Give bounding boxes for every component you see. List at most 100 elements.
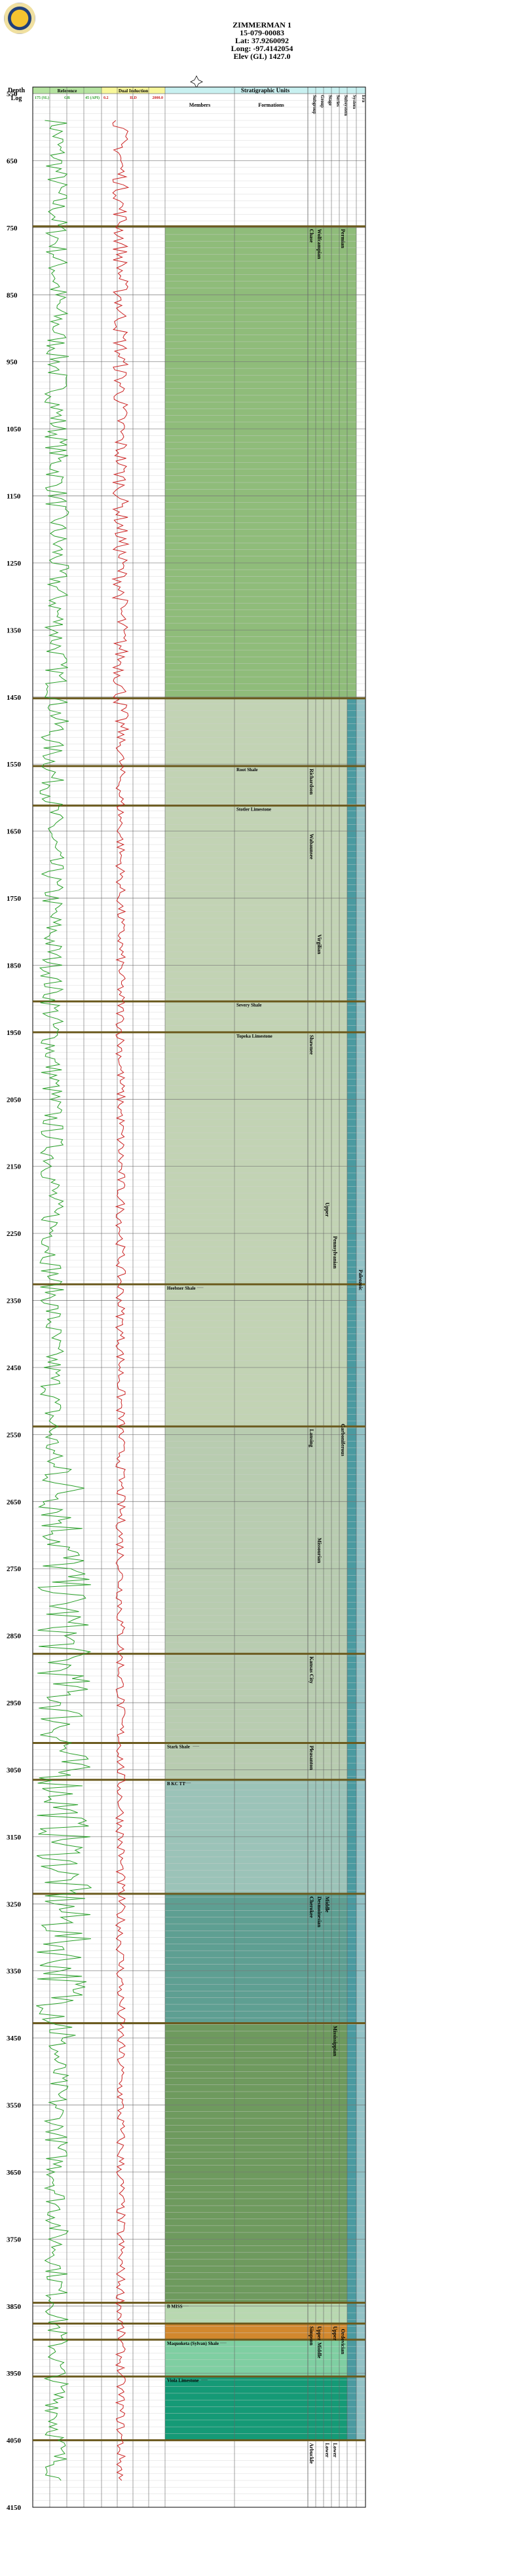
- rank-header-series: Series: [335, 95, 341, 107]
- member-label: Topeka Limestone: [236, 1034, 272, 1039]
- reference-header-bg: [33, 87, 102, 94]
- depth-label: 1050: [7, 426, 22, 433]
- gr-scale-right: 45 (API): [85, 96, 100, 100]
- depth-label: 3850: [7, 2303, 22, 2311]
- subgroup-label: Kansas City: [309, 1656, 314, 1684]
- depth-column-title: Depth: [8, 87, 26, 94]
- subgroup-label: Wabaunsee: [309, 834, 314, 860]
- member-label: Severy Shale: [236, 1003, 261, 1008]
- depth-label: 1650: [7, 828, 22, 836]
- formations-title: Formations: [258, 102, 284, 108]
- depth-label: 3350: [7, 1968, 22, 1976]
- depth-label: 750: [7, 225, 18, 232]
- depth-label: 1950: [7, 1029, 22, 1037]
- induction-title: Dual Induction: [119, 88, 148, 94]
- depth-label: 2950: [7, 1699, 22, 1707]
- subgroup-label: Simpson: [309, 2326, 314, 2346]
- rank-header-era: Era: [361, 95, 366, 103]
- depth-label: 2150: [7, 1163, 22, 1171]
- rank-header-subgroup: Subgroup: [312, 95, 317, 115]
- plot-border: [32, 86, 366, 2508]
- subgroup-label: Cherokee: [309, 1896, 314, 1918]
- stage-label: Upper: [324, 1203, 330, 1217]
- depth-label: 2050: [7, 1096, 22, 1104]
- group-label: Missourian: [316, 1538, 322, 1563]
- ild-scale-mid: ILD: [130, 96, 137, 100]
- depth-label: 2850: [7, 1633, 22, 1641]
- header-line: Lat: 37.9260092: [235, 36, 289, 45]
- depth-label: 3450: [7, 2035, 22, 2042]
- members-title: Members: [189, 102, 210, 108]
- depth-label: 850: [7, 291, 18, 299]
- subgroup-label: Chase: [309, 229, 314, 243]
- unit-fill-9: [165, 2376, 356, 2440]
- depth-label: 1750: [7, 895, 22, 903]
- depth-label: 2750: [7, 1565, 22, 1573]
- depth-label: 3750: [7, 2236, 22, 2243]
- subgroup-label: Shawnee: [309, 1035, 314, 1055]
- depth-label: 3150: [7, 1834, 22, 1841]
- era-fill: [356, 698, 365, 2440]
- unit-fill-4: [165, 1893, 356, 2023]
- depth-label: 4150: [7, 2504, 22, 2512]
- era-label: Paleozoic: [358, 1269, 364, 1290]
- member-label: Stotler Limestone: [236, 807, 271, 812]
- stage-label: Lower: [324, 2443, 330, 2458]
- header-line: Long: -97.4142054: [231, 44, 293, 53]
- member-label: B KC TT: [167, 1781, 185, 1787]
- rank-header-subsystem: Subsystem: [343, 95, 348, 116]
- system-label: Ordovician: [340, 2329, 346, 2354]
- depth-label: 3250: [7, 1900, 22, 1908]
- series-label: Upper: [332, 2326, 338, 2340]
- ild-scale-right: 2000.0: [153, 96, 164, 100]
- depth-label: 2450: [7, 1364, 22, 1372]
- depth-label: 3950: [7, 2370, 22, 2378]
- series-label: Pennsylvanian: [332, 1236, 338, 1269]
- depth-label: 550: [7, 90, 18, 98]
- gr-scale-left: 175 (SL): [35, 96, 49, 100]
- depth-label: 650: [7, 157, 18, 165]
- header-line: ZIMMERMAN 1: [233, 20, 291, 29]
- group-label: Desmoinesian: [316, 1896, 322, 1928]
- ild-curve: [111, 120, 130, 2481]
- depth-label: 1350: [7, 626, 22, 634]
- subgroup-label: Richardson: [309, 769, 314, 795]
- depth-label: 950: [7, 359, 18, 367]
- depth-label: 2250: [7, 1230, 22, 1238]
- reference-title: Reference: [58, 88, 77, 94]
- depth-label: 3550: [7, 2102, 22, 2110]
- unit-fill-2: [165, 1426, 356, 1780]
- member-label: Viola Limestone: [167, 2378, 199, 2383]
- series-label: Lower: [332, 2443, 338, 2458]
- group-label: Wolfcampian: [316, 229, 322, 259]
- depth-label: 1250: [7, 560, 22, 568]
- member-label: Stark Shale: [167, 1744, 190, 1749]
- log-column-title: Log: [11, 95, 22, 102]
- depth-label: 3050: [7, 1766, 22, 1774]
- depth-label: 1550: [7, 761, 22, 769]
- induction-header-bg: [102, 87, 165, 94]
- system-label: Permian: [340, 229, 346, 249]
- header-line: 15-079-00083: [240, 28, 284, 37]
- group-label: Upper: [316, 2326, 322, 2340]
- system-fill: [347, 698, 356, 2440]
- unit-fill-6: [165, 2302, 356, 2324]
- group-label: Virgilian: [316, 934, 322, 954]
- unit-fill-7: [165, 2323, 356, 2340]
- gr-curve: [36, 120, 92, 2481]
- depth-label: 4050: [7, 2437, 22, 2445]
- depth-label: 2550: [7, 1431, 22, 1439]
- group-label: Middle: [316, 2342, 322, 2359]
- series-label: Mississippian: [332, 2026, 338, 2057]
- gr-scale-mid: GR: [64, 96, 71, 100]
- compass-icon: [190, 75, 203, 88]
- stage-label: Middle: [324, 1896, 330, 1913]
- subgroup-label: Lansing: [309, 1429, 314, 1447]
- rank-header-group: Group: [320, 95, 325, 108]
- depth-label: 3650: [7, 2169, 22, 2177]
- kgs-logo: [4, 3, 35, 34]
- depth-label: 1450: [7, 694, 22, 702]
- header-line: Elev (GL) 1427.0: [233, 52, 291, 61]
